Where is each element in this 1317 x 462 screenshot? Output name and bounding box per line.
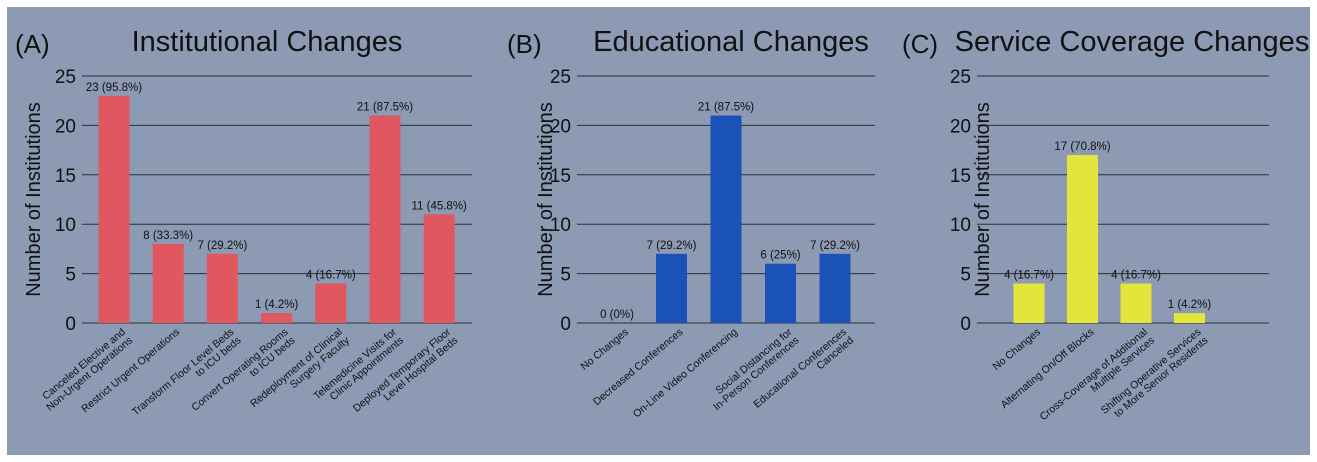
bar [819, 253, 851, 323]
bar [1120, 283, 1152, 323]
y-tick-label: 10 [55, 215, 76, 236]
y-tick-label: 25 [55, 67, 76, 88]
chart-panel: (A) Institutional Changes 0 5 10 15 20 25 Number… [15, 26, 472, 418]
x-tick-label: Decreased Conferences [591, 326, 685, 408]
data-label: 4 (16.7%) [1004, 269, 1054, 281]
data-label: 7 (29.2%) [647, 240, 697, 252]
bar [261, 313, 293, 323]
data-label: 7 (29.2%) [810, 240, 860, 252]
y-tick-label: 25 [550, 67, 571, 88]
y-tick-label: 25 [950, 67, 971, 88]
y-tick-label: 15 [950, 166, 971, 187]
data-label: 4 (16.7%) [1111, 269, 1161, 281]
data-label: 6 (25%) [760, 250, 800, 262]
y-tick-label: 0 [960, 314, 971, 335]
data-label: 11 (45.8%) [411, 200, 467, 212]
bar [765, 263, 796, 323]
data-label: 21 (87.5%) [357, 102, 413, 114]
y-tick-label: 20 [55, 116, 76, 137]
y-tick-label: 20 [550, 116, 571, 137]
data-label: 8 (33.3%) [143, 230, 193, 242]
y-tick-label: 10 [550, 215, 571, 236]
bar [1067, 155, 1098, 323]
y-tick-label: 5 [960, 265, 971, 286]
panel-letter: (B) [507, 29, 542, 59]
y-tick-label: 10 [950, 215, 971, 236]
panel-letter: (C) [902, 29, 938, 59]
y-tick-label: 0 [560, 314, 571, 335]
data-label: 21 (87.5%) [698, 102, 754, 114]
y-axis-label: Number of Institutions [23, 102, 45, 297]
y-tick-label: 5 [560, 265, 571, 286]
chart-title: Institutional Changes [132, 26, 403, 58]
bar [1174, 313, 1205, 323]
bar [1013, 283, 1045, 323]
data-label: 17 (70.8%) [1054, 141, 1110, 153]
data-label: 1 (4.2%) [1168, 299, 1212, 311]
y-tick-label: 0 [65, 314, 76, 335]
chart-figure: (A) Institutional Changes0510152025Number… [15, 26, 1310, 423]
bar [152, 243, 184, 323]
x-tick-label: No Changes [990, 326, 1042, 373]
y-tick-label: 15 [55, 166, 76, 187]
data-label: 0 (0%) [600, 309, 634, 321]
chart-panel: (B) Educational Changes 0 5 10 15 20 25 Number o… [507, 26, 875, 420]
x-tick-label: No Changes [578, 326, 630, 373]
bar [656, 253, 687, 323]
data-label: 4 (16.7%) [306, 269, 356, 281]
x-tick-label: Alternating On/Off Blocks [999, 326, 1097, 411]
y-axis-label: Number of Institutions [972, 102, 994, 297]
data-label: 23 (95.8%) [86, 82, 142, 94]
data-label: 1 (4.2%) [255, 299, 299, 311]
bar [423, 214, 455, 323]
bar [710, 115, 742, 324]
bar [315, 283, 347, 323]
figure: (A) Institutional Changes 0 5 10 15 20 25 Number… [7, 7, 1310, 455]
panel-letter: (A) [15, 29, 50, 59]
chart-title: Service Coverage Changes [955, 26, 1310, 58]
bar [369, 115, 401, 324]
bar [206, 253, 238, 323]
y-tick-label: 15 [550, 166, 571, 187]
chart-title: Educational Changes [593, 26, 869, 58]
y-axis-label: Number of Institutions [535, 102, 557, 297]
data-label: 7 (29.2%) [197, 240, 247, 252]
bar [98, 95, 130, 323]
y-tick-label: 5 [65, 265, 76, 286]
chart-panel: (C) Service Coverage Changes 0 5 10 15 20 25Num… [902, 26, 1310, 423]
y-tick-label: 20 [950, 116, 971, 137]
